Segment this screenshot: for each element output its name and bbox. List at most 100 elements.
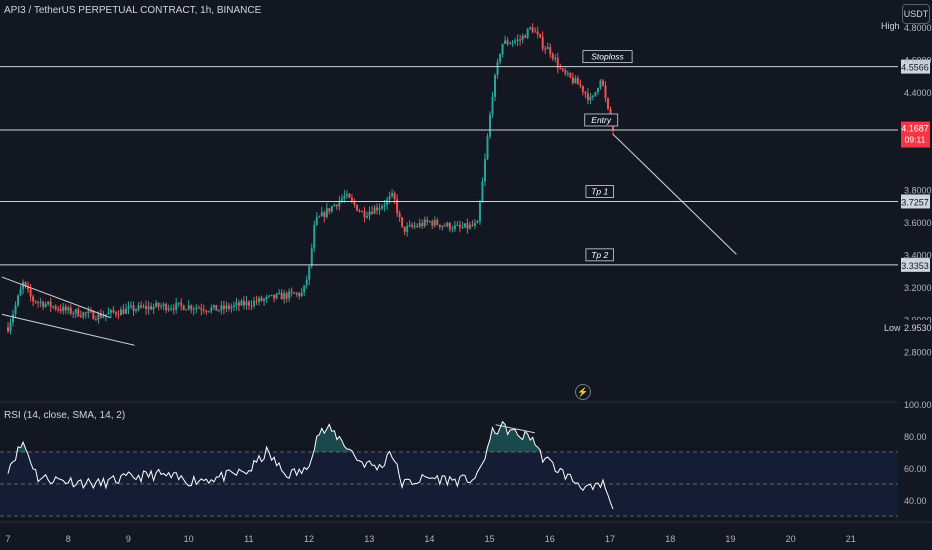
price-tick-label: 3.6000 (904, 218, 932, 228)
candle-body (340, 198, 343, 201)
time-tick-label: 7 (5, 534, 10, 544)
candle-body (411, 224, 414, 227)
candle-body (260, 297, 263, 301)
candle-body (468, 224, 471, 229)
candle-body (162, 304, 165, 307)
candle-body (428, 221, 431, 223)
candle-body (52, 306, 55, 308)
price-tick-label: 4.4000 (904, 88, 932, 98)
candle-body (566, 72, 569, 74)
candle-body (74, 309, 77, 314)
candle-body (64, 306, 67, 311)
candle-body (539, 34, 542, 38)
candle-body (77, 309, 80, 317)
candle-body (481, 181, 484, 203)
rsi-title: RSI (14, close, SMA, 14, 2) (4, 410, 126, 421)
candle-body (142, 306, 145, 308)
candle-body (310, 248, 313, 267)
candle-body (541, 37, 544, 49)
candle-body (132, 305, 135, 312)
candle-body (278, 292, 281, 294)
candle-body (438, 224, 441, 227)
time-tick-label: 17 (605, 534, 615, 544)
candle-body (526, 28, 529, 38)
candle-body (79, 316, 82, 318)
level-price-tag (901, 194, 930, 209)
candle-body (398, 213, 401, 218)
trendline-2[interactable] (612, 133, 737, 255)
bar-countdown: 09:11 (905, 135, 926, 145)
rsi-trendline[interactable] (495, 424, 535, 434)
candle-body (82, 312, 85, 317)
candle-body (353, 200, 356, 205)
candle-body (333, 204, 336, 207)
level-label: Tp 2 (591, 250, 608, 260)
candle-body (180, 302, 183, 306)
candle-body (127, 306, 130, 309)
candle-body (122, 309, 125, 314)
candle-body (591, 96, 594, 98)
candle-body (44, 303, 47, 307)
candle-body (124, 308, 127, 314)
candle-body (371, 211, 374, 214)
candle-body (107, 312, 110, 315)
time-tick-label: 15 (485, 534, 495, 544)
candle-body (305, 279, 308, 286)
price-tick-label: 4.6000 (904, 56, 932, 66)
candle-body (253, 300, 256, 306)
candle-body (22, 282, 25, 290)
candle-body (471, 224, 474, 226)
candle-body (403, 226, 406, 232)
candle-body (569, 72, 572, 78)
candle-body (135, 309, 138, 312)
candle-body (393, 193, 396, 200)
candle-body (574, 78, 577, 84)
candle-body (511, 42, 514, 44)
candle-body (157, 302, 160, 307)
candle-body (436, 219, 439, 225)
candle-body (47, 301, 50, 304)
price-tick-label: 3.8000 (904, 185, 932, 195)
candle-body (62, 306, 65, 311)
candle-body (303, 285, 306, 293)
candle-body (335, 204, 338, 207)
time-tick-label: 11 (244, 534, 253, 544)
lightning-icon[interactable]: ⚡ (575, 384, 591, 400)
candle-body (145, 306, 148, 310)
candle-body (140, 305, 143, 308)
candle-body (391, 193, 394, 197)
candle-body (486, 136, 489, 159)
candle-body (258, 297, 261, 302)
candle-body (499, 54, 502, 62)
candle-body (288, 291, 291, 299)
high-tag-bg (878, 19, 900, 32)
candle-body (581, 85, 584, 92)
candle-body (386, 199, 389, 205)
candle-body (338, 200, 341, 207)
candle-body (237, 302, 240, 306)
candle-body (536, 31, 539, 35)
candle-body (160, 306, 163, 308)
candle-body (431, 221, 434, 226)
candle-body (42, 302, 45, 307)
candle-body (604, 85, 607, 99)
candle-body (17, 295, 20, 306)
candle-body (594, 91, 597, 97)
candle-body (516, 39, 519, 41)
candle-body (49, 301, 52, 307)
trendline-0[interactable] (1, 276, 111, 319)
low-value: 2.9530 (904, 323, 932, 333)
candle-body (67, 307, 70, 311)
candle-body (222, 305, 225, 309)
candle-body (388, 196, 391, 200)
candle-body (285, 293, 288, 299)
currency-button[interactable]: USDT (902, 4, 930, 24)
candle-body (102, 315, 105, 318)
trendline-1[interactable] (1, 313, 135, 346)
candle-body (97, 314, 100, 320)
candle-body (529, 27, 532, 29)
candle-body (330, 206, 333, 212)
candle-body (72, 313, 75, 315)
candle-body (378, 208, 381, 211)
candle-body (300, 292, 303, 296)
